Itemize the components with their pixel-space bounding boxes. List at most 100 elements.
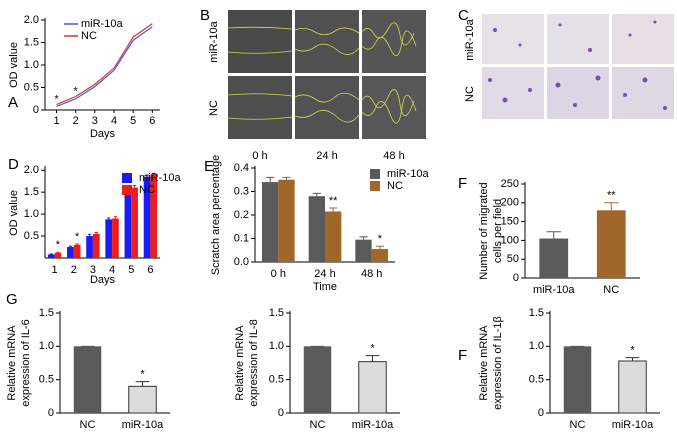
annotation: ** — [329, 195, 338, 207]
column-label: 24 h — [316, 150, 337, 162]
y-axis-label: Relative mRNA — [234, 325, 246, 401]
row-label: miR-10a — [208, 20, 220, 62]
series-line — [56, 26, 153, 107]
y-axis-label: OD value — [8, 42, 20, 88]
legend-swatch — [370, 181, 380, 191]
y-tick-label: 1.5 — [39, 307, 54, 319]
annotation: * — [370, 343, 375, 355]
y-axis-label: expression of IL-6 — [20, 319, 32, 406]
cell — [588, 48, 592, 52]
annotation: * — [630, 345, 635, 357]
y-tick-label: 100 — [501, 234, 519, 246]
panel-label: C — [458, 7, 469, 24]
y-tick-label: 0.2 — [234, 209, 249, 221]
cell — [528, 88, 532, 92]
wound-edge — [294, 27, 360, 55]
y-tick-label: 0.5 — [529, 374, 544, 386]
y-tick-label: 0.1 — [234, 232, 249, 244]
error-bar — [604, 202, 619, 211]
micrograph — [547, 14, 609, 64]
y-tick-label: 200 — [501, 197, 519, 209]
panel-label: A — [8, 94, 18, 111]
x-tick-label: miR-10a — [352, 419, 394, 431]
cell — [493, 28, 497, 32]
bar — [278, 179, 295, 262]
column-label: 48 h — [383, 150, 404, 162]
error-bar — [145, 174, 149, 177]
error-bar — [68, 245, 73, 248]
micrograph — [547, 67, 609, 119]
y-tick-label: 0.4 — [234, 162, 249, 174]
micrograph — [482, 67, 544, 119]
y-tick-label: 1.0 — [529, 340, 544, 352]
y-tick-label: 2.0 — [24, 164, 39, 176]
x-tick-label: miR-10a — [612, 419, 654, 431]
micrograph — [295, 10, 359, 73]
error-bar — [132, 185, 137, 188]
y-tick-label: 2.0 — [24, 14, 39, 26]
y-tick-label: 0 — [513, 272, 519, 284]
bar — [150, 174, 158, 258]
y-tick-label: 1.0 — [39, 340, 54, 352]
cell — [642, 77, 648, 83]
wound-edge — [294, 92, 360, 123]
y-tick-label: 0 — [48, 407, 54, 419]
error-bar — [312, 192, 321, 197]
y-tick-label: 0 — [278, 407, 284, 419]
y-axis-label: Relative mRNA — [478, 325, 490, 401]
micrograph — [482, 14, 544, 64]
bar — [358, 361, 387, 414]
x-tick-label: 48 h — [361, 268, 382, 280]
x-tick-label: 5 — [128, 264, 134, 276]
legend-label: miR-10a — [139, 172, 181, 184]
y-axis-label: Scratch area percentage — [210, 155, 222, 275]
series-line — [56, 23, 153, 106]
legend-swatch — [122, 173, 132, 183]
x-axis-label: Time — [313, 281, 337, 293]
x-tick-label: NC — [603, 284, 619, 296]
y-tick-label: 1.5 — [269, 307, 284, 319]
bar — [124, 189, 132, 258]
bar — [355, 239, 372, 262]
cell — [518, 43, 522, 47]
bar — [308, 196, 325, 262]
bar — [262, 182, 279, 262]
scratch-images — [227, 10, 426, 139]
micrograph — [295, 76, 359, 139]
y-tick-label: 0.0 — [234, 256, 249, 268]
wound-edge — [227, 93, 293, 120]
bar — [131, 187, 138, 258]
error-bar — [329, 207, 338, 212]
x-tick-label: NC — [570, 419, 586, 431]
micrograph — [228, 76, 292, 139]
y-tick-label: 0.3 — [234, 185, 249, 197]
y-tick-label: 0.5 — [24, 81, 39, 93]
legend-swatch — [370, 169, 380, 179]
error-bar — [365, 355, 380, 362]
micrograph — [612, 14, 674, 64]
x-tick-label: miR-10a — [533, 284, 575, 296]
y-axis-label: Number of migrated — [478, 182, 490, 279]
error-bar — [113, 216, 118, 219]
y-tick-label: 0.5 — [24, 230, 39, 242]
x-tick-label: 5 — [130, 115, 136, 127]
y-tick-label: 0.5 — [39, 374, 54, 386]
x-tick-label: 2 — [71, 264, 77, 276]
micrograph — [362, 10, 426, 73]
legend-label: NC — [81, 30, 97, 42]
row-label: miR-10a — [464, 18, 476, 60]
cell — [653, 20, 657, 24]
error-bar — [266, 176, 275, 183]
panel-label: G — [6, 291, 18, 308]
legend-label: NC — [139, 184, 155, 196]
y-tick-label: 1.0 — [24, 59, 39, 71]
x-tick-label: 6 — [147, 264, 153, 276]
transwell-images — [482, 14, 674, 119]
y-tick-label: 0 — [538, 407, 544, 419]
cell — [663, 106, 667, 110]
x-tick-label: NC — [310, 419, 326, 431]
y-axis-label: Relative mRNA — [6, 325, 18, 401]
error-bar — [375, 245, 384, 250]
panel-label: E — [204, 158, 214, 175]
bar — [596, 210, 626, 278]
